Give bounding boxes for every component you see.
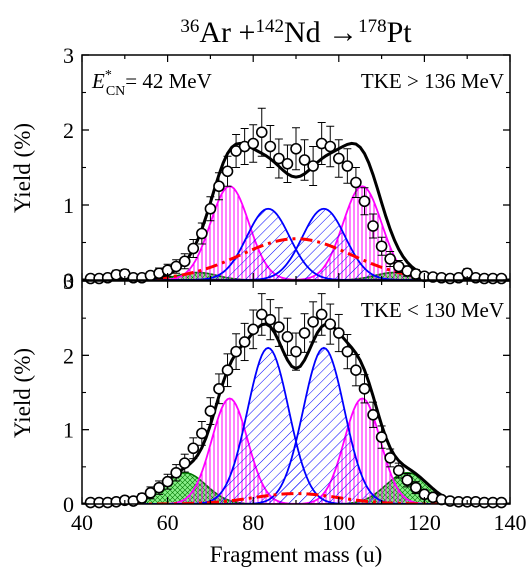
- top-data-point: [213, 180, 225, 193]
- bot-data-point: [144, 487, 157, 499]
- bot-data-point: [213, 382, 225, 395]
- top-tke-annotation: TKE > 136 MeV: [361, 69, 504, 93]
- top-data-point: [255, 126, 268, 139]
- top-data-point: [324, 140, 337, 153]
- bot-data-point: [255, 308, 268, 321]
- top-y-axis-label: Yield (%): [10, 123, 35, 213]
- bot-data-point: [230, 345, 242, 358]
- bot-y-tick-label: 2: [63, 343, 74, 368]
- top-data-point: [281, 157, 294, 170]
- top-y-tick-label: 2: [63, 118, 74, 143]
- x-axis-label: Fragment mass (u): [210, 542, 382, 567]
- top-panel: 0 1 2 3 E* CN= 42 MeV TKE > 136 MeV: [63, 43, 511, 293]
- bot-data-point: [153, 481, 165, 494]
- bot-data-point: [298, 327, 311, 339]
- bot-symmetric-curve-5: [82, 346, 510, 504]
- top-data-point: [367, 220, 379, 232]
- bot-data-point: [495, 496, 508, 509]
- top-data-point: [495, 272, 508, 285]
- bot-data-point: [410, 481, 422, 494]
- bot-data-point: [281, 330, 294, 343]
- bot-y-tick-label: 0: [63, 492, 74, 517]
- bot-data-point: [187, 442, 200, 455]
- top-data-point: [178, 255, 191, 268]
- top-data-point: [358, 195, 371, 208]
- bottom-components: [82, 346, 510, 504]
- bot-data-point: [332, 327, 345, 339]
- bot-symmetric-area-5: [82, 347, 510, 504]
- bot-data-point: [350, 364, 362, 377]
- top-data-point: [204, 202, 217, 215]
- top-energy-annotation: E* CN= 42 MeV: [91, 68, 212, 99]
- top-data-point: [273, 152, 285, 165]
- bot-data-point: [238, 336, 251, 348]
- bot-data-point: [324, 318, 337, 330]
- x-tick-label: 100: [322, 510, 355, 535]
- x-tick-label: 40: [71, 510, 93, 535]
- bot-data-point: [384, 452, 396, 464]
- bot-data-point: [341, 345, 354, 358]
- top-data-point: [247, 137, 259, 150]
- top-data-point: [307, 160, 319, 172]
- top-y-tick-label: 1: [63, 193, 74, 218]
- top-data-point: [375, 240, 388, 253]
- bot-data-point: [401, 474, 414, 487]
- top-data-point: [384, 253, 396, 265]
- bot-data-point: [273, 321, 285, 333]
- bot-data-point: [247, 323, 259, 336]
- bottom-axes: 0 1 2 3 40 60 80 100 120 140: [63, 269, 526, 535]
- top-data-point: [187, 242, 200, 255]
- bot-data-point: [178, 457, 191, 469]
- top-y-tick-label: 3: [63, 43, 74, 68]
- top-data-point: [264, 140, 277, 153]
- x-tick-label: 140: [494, 510, 526, 535]
- top-data-point: [298, 154, 311, 166]
- top-data-point: [350, 176, 362, 189]
- bot-y-tick-label: 3: [63, 269, 74, 294]
- bot-data-point: [307, 316, 319, 328]
- top-axes: 0 1 2 3: [63, 43, 511, 293]
- bot-data-point: [392, 464, 405, 477]
- bot-data-point: [161, 475, 174, 488]
- bot-data-point: [315, 308, 328, 321]
- top-data-point: [341, 160, 354, 172]
- top-y-tick-label: 0: [63, 268, 74, 293]
- bot-data-point: [264, 313, 277, 326]
- bottom-y-axis-label: Yield (%): [10, 348, 35, 438]
- bot-data-point: [290, 345, 302, 358]
- bot-data-point: [358, 382, 371, 395]
- top-data-point: [332, 152, 345, 165]
- bot-data-point: [221, 364, 234, 377]
- bot-data-point: [170, 466, 182, 479]
- top-symmetric-curve-5: [82, 207, 510, 280]
- top-components: [82, 185, 510, 280]
- top-data-point: [196, 227, 208, 240]
- bottom-panel: 0 1 2 3 40 60 80 100 120 140 TKE < 130 MeV: [63, 269, 526, 535]
- top-data-point: [170, 260, 182, 273]
- bot-y-tick-label: 1: [63, 418, 74, 443]
- x-tick-label: 80: [242, 510, 264, 535]
- bot-data-point: [136, 492, 148, 504]
- top-symmetric-area-5: [82, 208, 510, 280]
- x-tick-label: 120: [408, 510, 441, 535]
- bot-data-point: [204, 405, 217, 417]
- top-data-point: [290, 142, 302, 155]
- bottom-tke-annotation: TKE < 130 MeV: [361, 298, 504, 322]
- chart-title: 36Ar +142Nd →178Pt: [180, 16, 412, 50]
- top-data-point: [221, 165, 234, 178]
- x-tick-label: 60: [157, 510, 179, 535]
- bot-data-point: [367, 408, 379, 421]
- bot-data-point: [375, 431, 388, 443]
- bot-data-point: [196, 427, 208, 440]
